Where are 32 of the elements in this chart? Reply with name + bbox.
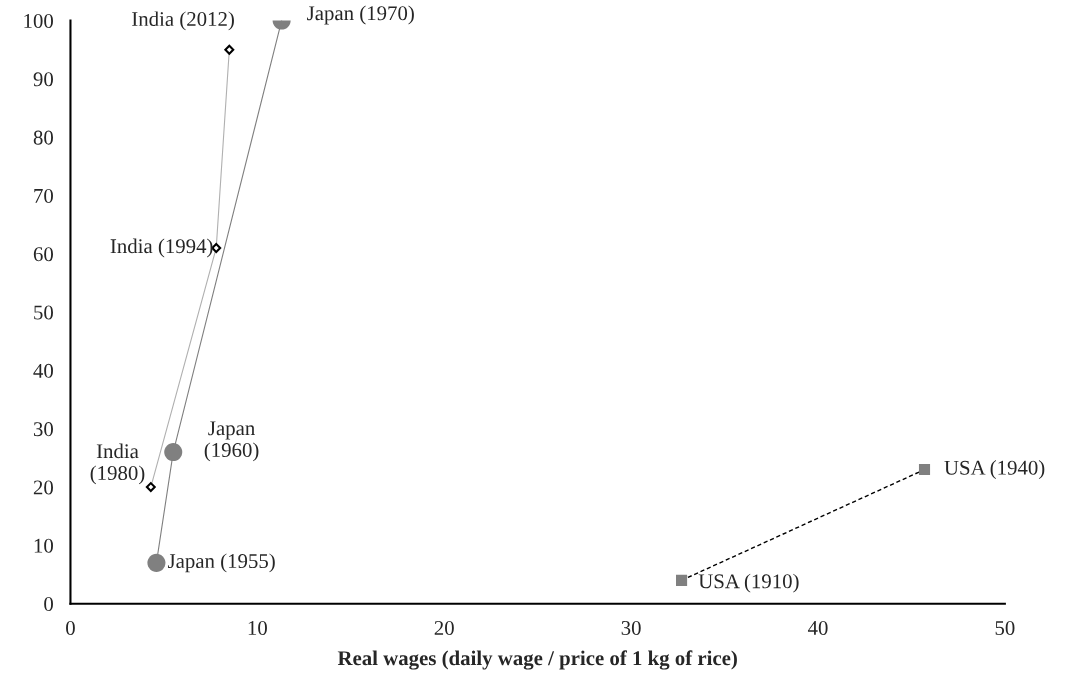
x-tick-label: 30 (621, 620, 641, 636)
annotation: India (1980) (90, 443, 145, 485)
point (164, 443, 183, 462)
y-tick-label: 90 (33, 72, 53, 87)
y-tick-label: 50 (34, 305, 53, 320)
y-tick-label: 0 (44, 597, 53, 612)
point (147, 553, 166, 572)
point (224, 44, 235, 55)
y-tick-label: 40 (33, 363, 53, 378)
point (676, 574, 688, 586)
y-tick-label: 30 (33, 422, 53, 437)
annotation: India (1994) (110, 238, 213, 258)
annotation: Japan (1960) (204, 421, 259, 462)
y-tick-label: 80 (33, 130, 53, 145)
annotation: India (2012) (132, 11, 234, 31)
annotation: USA (1940) (944, 460, 1045, 480)
annotation: USA (1910) (698, 573, 799, 593)
point (918, 464, 931, 476)
x-tick-label: 10 (248, 620, 267, 636)
y-tick-label: 100 (24, 13, 53, 29)
y-tick-label: 70 (34, 188, 53, 203)
annotation: Japan (1955) (167, 553, 275, 573)
annotation: Japan (1970) (307, 5, 414, 25)
y-tick-label: 20 (33, 480, 53, 495)
y-tick-label: 10 (34, 538, 53, 553)
x-axis-title: Real wages (daily wage / price of 1 kg of rice) (337, 650, 737, 670)
point (145, 482, 156, 493)
y-tick-label: 60 (33, 247, 53, 262)
x-tick-label: 20 (434, 620, 454, 636)
x-tick-label: 40 (807, 620, 828, 636)
x-tick-label: 50 (995, 620, 1015, 636)
x-tick-label: 0 (66, 620, 75, 636)
